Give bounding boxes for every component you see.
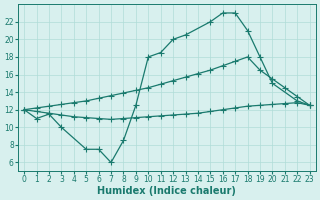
X-axis label: Humidex (Indice chaleur): Humidex (Indice chaleur) <box>98 186 236 196</box>
